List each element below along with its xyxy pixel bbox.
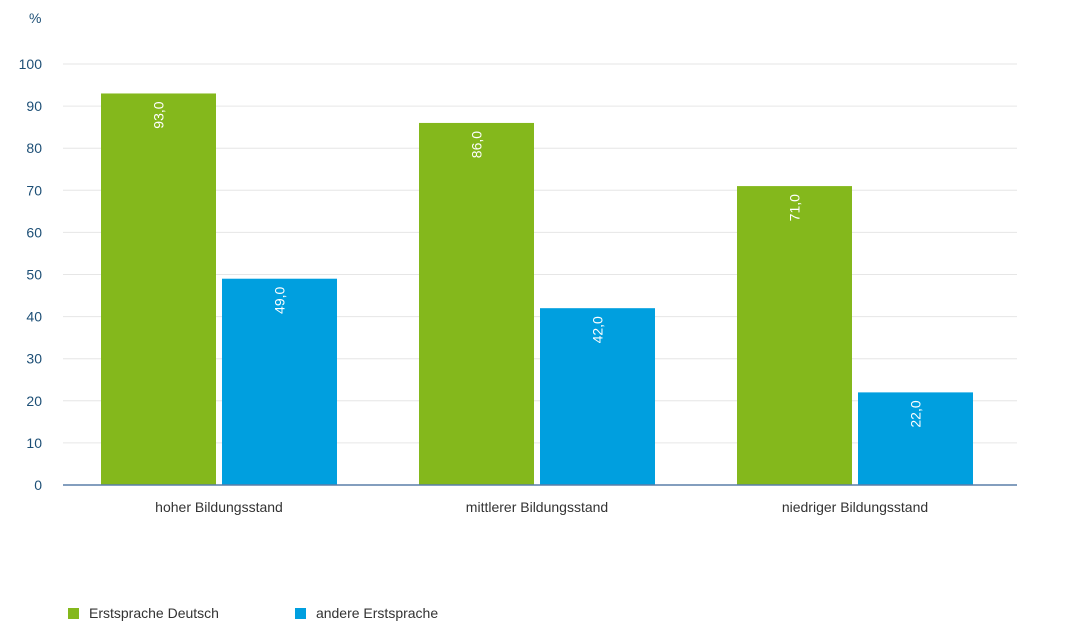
- value-labels: 93,0 49,0 86,0 42,0 71,0 22,0: [151, 101, 924, 427]
- legend: Erstsprache Deutsch andere Erstsprache: [68, 605, 438, 621]
- bar: [858, 392, 973, 485]
- x-category-label: niedriger Bildungsstand: [782, 499, 928, 515]
- y-tick-label: 70: [26, 182, 42, 198]
- y-tick-label: 0: [34, 477, 42, 493]
- legend-label: andere Erstsprache: [315, 605, 439, 621]
- bar: [737, 186, 852, 485]
- y-tick-label: 100: [19, 56, 43, 72]
- y-tick-label: 40: [26, 309, 42, 325]
- bar: [540, 308, 655, 485]
- y-tick-label: 30: [26, 351, 42, 367]
- y-axis-ticks: 0 10 20 30 40 50 60 70 80 90 100: [19, 56, 43, 493]
- legend-item-andere-erstsprache: andere Erstsprache: [294, 605, 439, 621]
- x-axis-categories: hoher Bildungsstand mittlerer Bildungssta…: [155, 499, 928, 515]
- x-category-label: hoher Bildungsstand: [155, 499, 283, 515]
- y-tick-label: 60: [26, 224, 42, 240]
- bar-value-label: 86,0: [469, 131, 485, 158]
- bar: [222, 278, 337, 485]
- bar-value-label: 71,0: [787, 194, 803, 221]
- y-tick-label: 50: [26, 267, 42, 283]
- bar-value-label: 22,0: [908, 400, 924, 427]
- y-axis-unit-label: %: [29, 10, 41, 26]
- legend-swatch-blue: [294, 607, 306, 619]
- bar-value-label: 49,0: [272, 286, 288, 313]
- bar-value-label: 42,0: [590, 316, 606, 343]
- y-tick-label: 90: [26, 98, 42, 114]
- bar: [419, 122, 534, 485]
- y-tick-label: 80: [26, 140, 42, 156]
- bars: [101, 93, 973, 485]
- y-tick-label: 10: [26, 435, 42, 451]
- bar-value-label: 93,0: [151, 101, 167, 128]
- legend-item-erstsprache-deutsch: Erstsprache Deutsch: [68, 605, 219, 621]
- y-tick-label: 20: [26, 393, 42, 409]
- x-category-label: mittlerer Bildungsstand: [466, 499, 608, 515]
- legend-swatch-green: [68, 607, 79, 619]
- bar: [101, 93, 216, 485]
- legend-label: Erstsprache Deutsch: [89, 605, 219, 621]
